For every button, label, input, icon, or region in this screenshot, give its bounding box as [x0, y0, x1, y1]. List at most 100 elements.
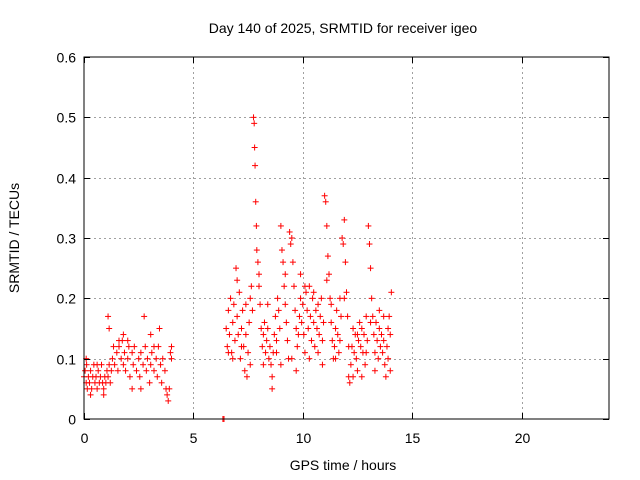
data-point-marker — [243, 373, 250, 380]
x-tick-label: 5 — [190, 430, 198, 446]
data-point-marker — [343, 289, 350, 296]
x-axis-label: GPS time / hours — [290, 457, 397, 473]
data-point-marker — [281, 283, 288, 290]
data-point-marker — [355, 337, 362, 344]
data-point-marker — [358, 373, 365, 380]
data-point-marker — [362, 361, 369, 368]
y-tick-label: 0.3 — [57, 231, 77, 247]
data-point-marker — [298, 319, 305, 326]
data-point-marker — [147, 361, 154, 368]
data-point-marker — [236, 289, 243, 296]
data-point-marker — [259, 343, 266, 350]
x-tick-label: 0 — [81, 430, 89, 446]
data-point-marker — [315, 301, 322, 308]
data-point-marker — [251, 144, 258, 151]
y-axis-label: SRMTID / TECUs — [6, 183, 22, 293]
data-point-marker — [225, 349, 232, 356]
data-point-marker — [300, 331, 307, 338]
data-point-marker — [234, 277, 241, 284]
data-point-marker — [167, 349, 174, 356]
data-point-marker — [254, 259, 261, 266]
data-point-marker — [354, 367, 361, 374]
data-point-marker — [293, 367, 300, 374]
data-point-marker — [266, 343, 273, 350]
data-point-marker — [100, 385, 107, 392]
data-point-marker — [286, 228, 293, 235]
data-point-marker — [256, 283, 262, 290]
data-point-marker — [135, 355, 142, 362]
data-point-marker — [143, 367, 150, 374]
data-point-marker — [157, 361, 164, 368]
data-point-marker — [260, 361, 267, 368]
chart-title: Day 140 of 2025, SRMTID for receiver ige… — [209, 20, 478, 36]
data-point-marker — [105, 373, 112, 380]
data-point-marker — [276, 325, 283, 332]
data-point-marker — [137, 385, 144, 392]
data-point-marker — [289, 259, 296, 266]
data-point-marker — [335, 349, 342, 356]
y-tick-label: 0.4 — [57, 171, 77, 187]
data-point-marker — [315, 349, 322, 356]
data-point-marker — [242, 301, 249, 308]
data-point-marker — [82, 367, 89, 374]
data-point-marker — [305, 325, 312, 332]
data-point-marker — [121, 349, 128, 356]
data-point-marker — [124, 337, 131, 344]
data-point-marker — [278, 247, 285, 254]
data-point-marker — [277, 361, 284, 368]
data-point-marker — [100, 391, 107, 398]
data-point-marker — [369, 313, 376, 320]
data-point-marker — [386, 313, 393, 320]
data-point-marker — [331, 343, 338, 350]
data-point-marker — [356, 319, 363, 326]
data-point-marker — [257, 301, 264, 308]
data-point-marker — [118, 355, 125, 362]
data-point-marker — [223, 325, 230, 332]
data-point-marker — [283, 319, 290, 326]
data-point-marker — [358, 325, 365, 332]
data-point-marker — [323, 277, 330, 284]
data-point-marker — [230, 301, 237, 308]
data-point-marker — [378, 331, 385, 338]
data-point-marker — [151, 343, 157, 350]
data-point-marker — [327, 295, 334, 302]
data-point-marker — [107, 379, 114, 386]
data-point-marker — [354, 331, 361, 338]
data-point-marker — [368, 295, 375, 302]
data-point-marker — [251, 120, 258, 127]
data-point-marker — [383, 343, 390, 350]
data-point-marker — [374, 337, 381, 344]
tick-labels: 0 0.1 0.2 0.3 0.4 0.5 0.6 0 5 10 15 20 — [57, 50, 531, 447]
data-point-marker — [133, 367, 140, 374]
data-point-marker — [333, 307, 340, 314]
data-point-marker — [247, 361, 254, 368]
data-point-marker — [234, 313, 241, 320]
data-point-marker — [168, 343, 175, 350]
data-point-marker — [227, 295, 234, 302]
data-point-marker — [296, 313, 303, 320]
data-point-marker — [291, 283, 297, 290]
data-point-marker — [235, 331, 242, 338]
data-point-marker — [120, 331, 127, 338]
data-point-marker — [265, 355, 272, 362]
data-point-marker — [262, 349, 269, 356]
data-point-marker — [249, 307, 256, 314]
data-point-marker — [321, 192, 328, 199]
data-point-marker — [273, 337, 280, 344]
data-point-marker — [124, 355, 131, 362]
data-point-marker — [141, 313, 148, 320]
data-point-marker — [363, 313, 370, 320]
data-point-marker — [168, 355, 175, 362]
data-point-marker — [94, 385, 101, 392]
data-point-marker — [370, 331, 377, 338]
data-point-marker — [334, 331, 341, 338]
data-point-marker — [83, 361, 90, 368]
data-point-marker — [350, 325, 357, 332]
data-point-marker — [308, 337, 315, 344]
data-point-marker — [165, 397, 172, 404]
data-point-marker — [108, 367, 115, 374]
data-point-marker — [350, 373, 357, 380]
data-point-marker — [111, 361, 118, 368]
data-point-marker — [371, 367, 378, 374]
data-point-marker — [166, 385, 173, 392]
